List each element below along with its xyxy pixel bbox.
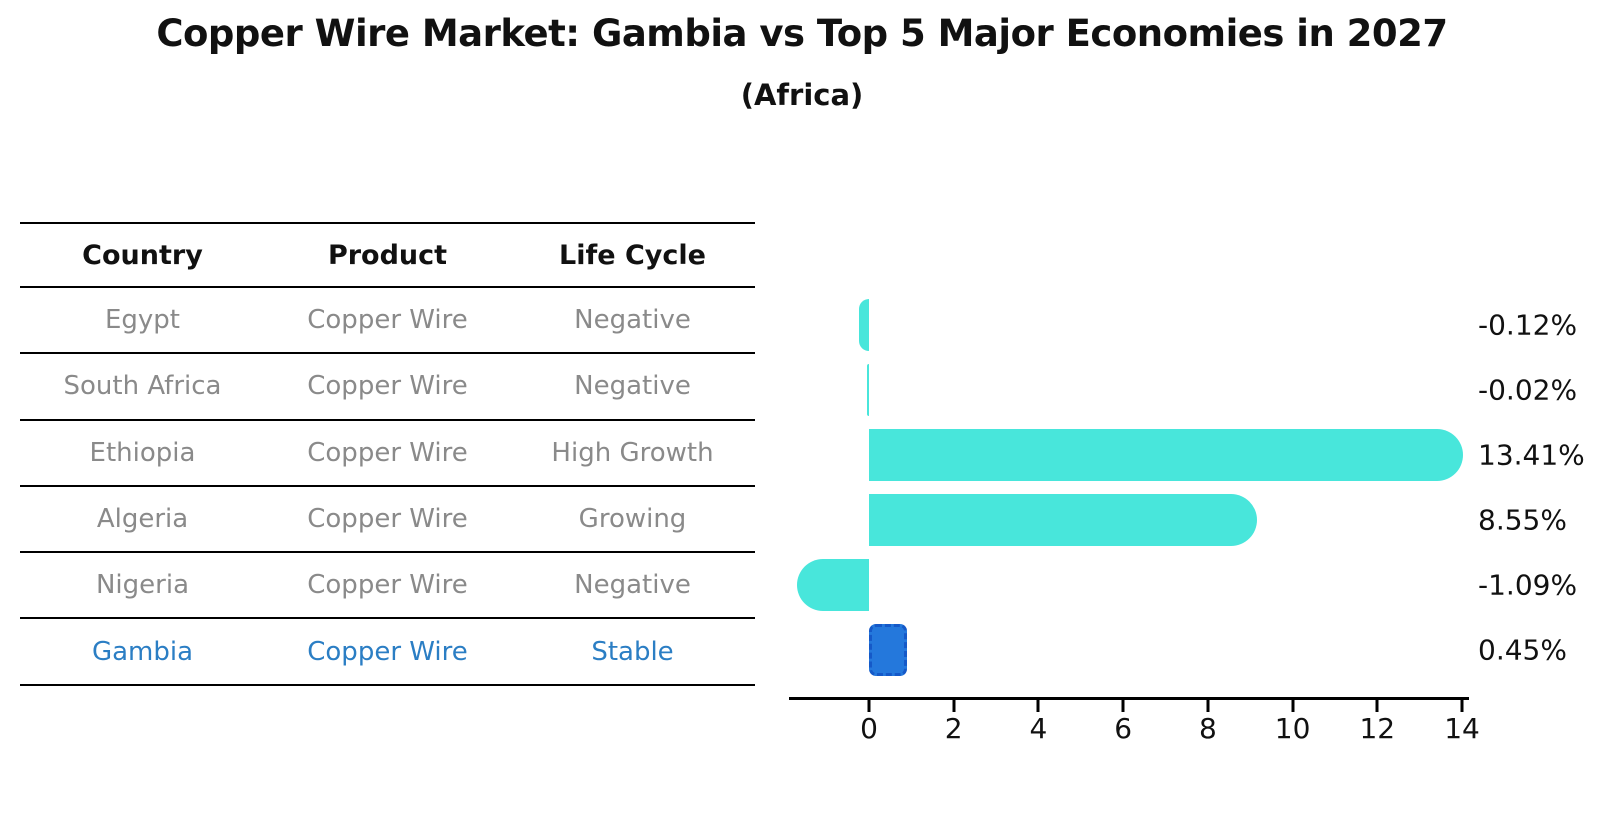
bar-ethiopia bbox=[869, 429, 1464, 481]
x-tick-label-14: 14 bbox=[1444, 712, 1480, 745]
x-tick-label-0: 0 bbox=[860, 712, 878, 745]
x-axis-line bbox=[789, 697, 1469, 700]
cell-life-cycle-ethiopia: High Growth bbox=[551, 437, 714, 468]
cell-country-gambia: Gambia bbox=[91, 636, 194, 667]
value-label-algeria: 8.55% bbox=[1478, 503, 1567, 537]
value-label-south-africa: -0.02% bbox=[1478, 373, 1578, 407]
cell-life-cycle-gambia: Stable bbox=[591, 636, 674, 667]
chart-title: Copper Wire Market: Gambia vs Top 5 Majo… bbox=[156, 12, 1448, 55]
cell-product-ethiopia: Copper Wire bbox=[307, 437, 468, 468]
cell-product-egypt: Copper Wire bbox=[307, 305, 468, 336]
cell-life-cycle-nigeria: Negative bbox=[574, 570, 691, 601]
x-tick-10 bbox=[1291, 700, 1295, 712]
bar-south-africa bbox=[867, 364, 869, 416]
table-row-gambia: Gambia Copper Wire Stable bbox=[20, 619, 755, 686]
column-header-country: Country bbox=[82, 239, 203, 271]
value-label-nigeria: -1.09% bbox=[1478, 568, 1578, 602]
cell-country-south-africa: South Africa bbox=[63, 371, 222, 402]
x-tick-label-8: 8 bbox=[1198, 712, 1217, 745]
bar-gambia bbox=[869, 624, 908, 676]
x-tick-label-10: 10 bbox=[1274, 712, 1311, 745]
x-tick-0 bbox=[867, 700, 871, 712]
x-tick-label-12: 12 bbox=[1359, 712, 1396, 745]
cell-country-ethiopia: Ethiopia bbox=[89, 437, 196, 468]
x-tick-label-4: 4 bbox=[1029, 712, 1048, 745]
cell-life-cycle-algeria: Growing bbox=[578, 504, 687, 535]
value-label-egypt: -0.12% bbox=[1478, 308, 1578, 342]
x-tick-label-6: 6 bbox=[1114, 712, 1133, 745]
bar-egypt bbox=[858, 299, 869, 351]
cell-country-nigeria: Nigeria bbox=[95, 570, 190, 601]
country-table: Country Product Life Cycle Egypt Copper Wir… bbox=[20, 222, 755, 686]
chart-subtitle: (Africa) bbox=[740, 78, 864, 112]
table-row-nigeria: Nigeria Copper Wire Negative bbox=[20, 553, 755, 620]
cell-life-cycle-egypt: Negative bbox=[574, 305, 691, 336]
value-label-ethiopia: 13.41% bbox=[1478, 438, 1585, 472]
x-tick-4 bbox=[1036, 700, 1040, 712]
table-body: Egypt Copper Wire Negative South Africa Copp… bbox=[20, 288, 755, 686]
cell-country-egypt: Egypt bbox=[104, 305, 181, 336]
bar-nigeria bbox=[796, 559, 869, 611]
cell-country-algeria: Algeria bbox=[96, 504, 189, 535]
column-header-product: Product bbox=[327, 239, 448, 271]
cell-life-cycle-south-africa: Negative bbox=[574, 371, 691, 402]
table-row-algeria: Algeria Copper Wire Growing bbox=[20, 487, 755, 554]
x-tick-14 bbox=[1460, 700, 1464, 712]
x-tick-6 bbox=[1121, 700, 1125, 712]
column-header-life-cycle: Life Cycle bbox=[559, 239, 706, 271]
x-tick-2 bbox=[952, 700, 956, 712]
table-row-ethiopia: Ethiopia Copper Wire High Growth bbox=[20, 421, 755, 487]
x-tick-label-2: 2 bbox=[944, 712, 963, 745]
value-label-gambia: 0.45% bbox=[1478, 633, 1567, 667]
x-tick-8 bbox=[1206, 700, 1210, 712]
cell-product-nigeria: Copper Wire bbox=[307, 570, 468, 601]
table-row-egypt: Egypt Copper Wire Negative bbox=[20, 288, 755, 355]
cell-product-gambia: Copper Wire bbox=[307, 636, 468, 667]
cell-product-algeria: Copper Wire bbox=[307, 504, 468, 535]
bar-algeria bbox=[869, 494, 1258, 546]
table-header-row: Country Product Life Cycle bbox=[20, 222, 755, 288]
x-tick-12 bbox=[1375, 700, 1379, 712]
table-row-south-africa: South Africa Copper Wire Negative bbox=[20, 354, 755, 421]
cell-product-south-africa: Copper Wire bbox=[307, 371, 468, 402]
